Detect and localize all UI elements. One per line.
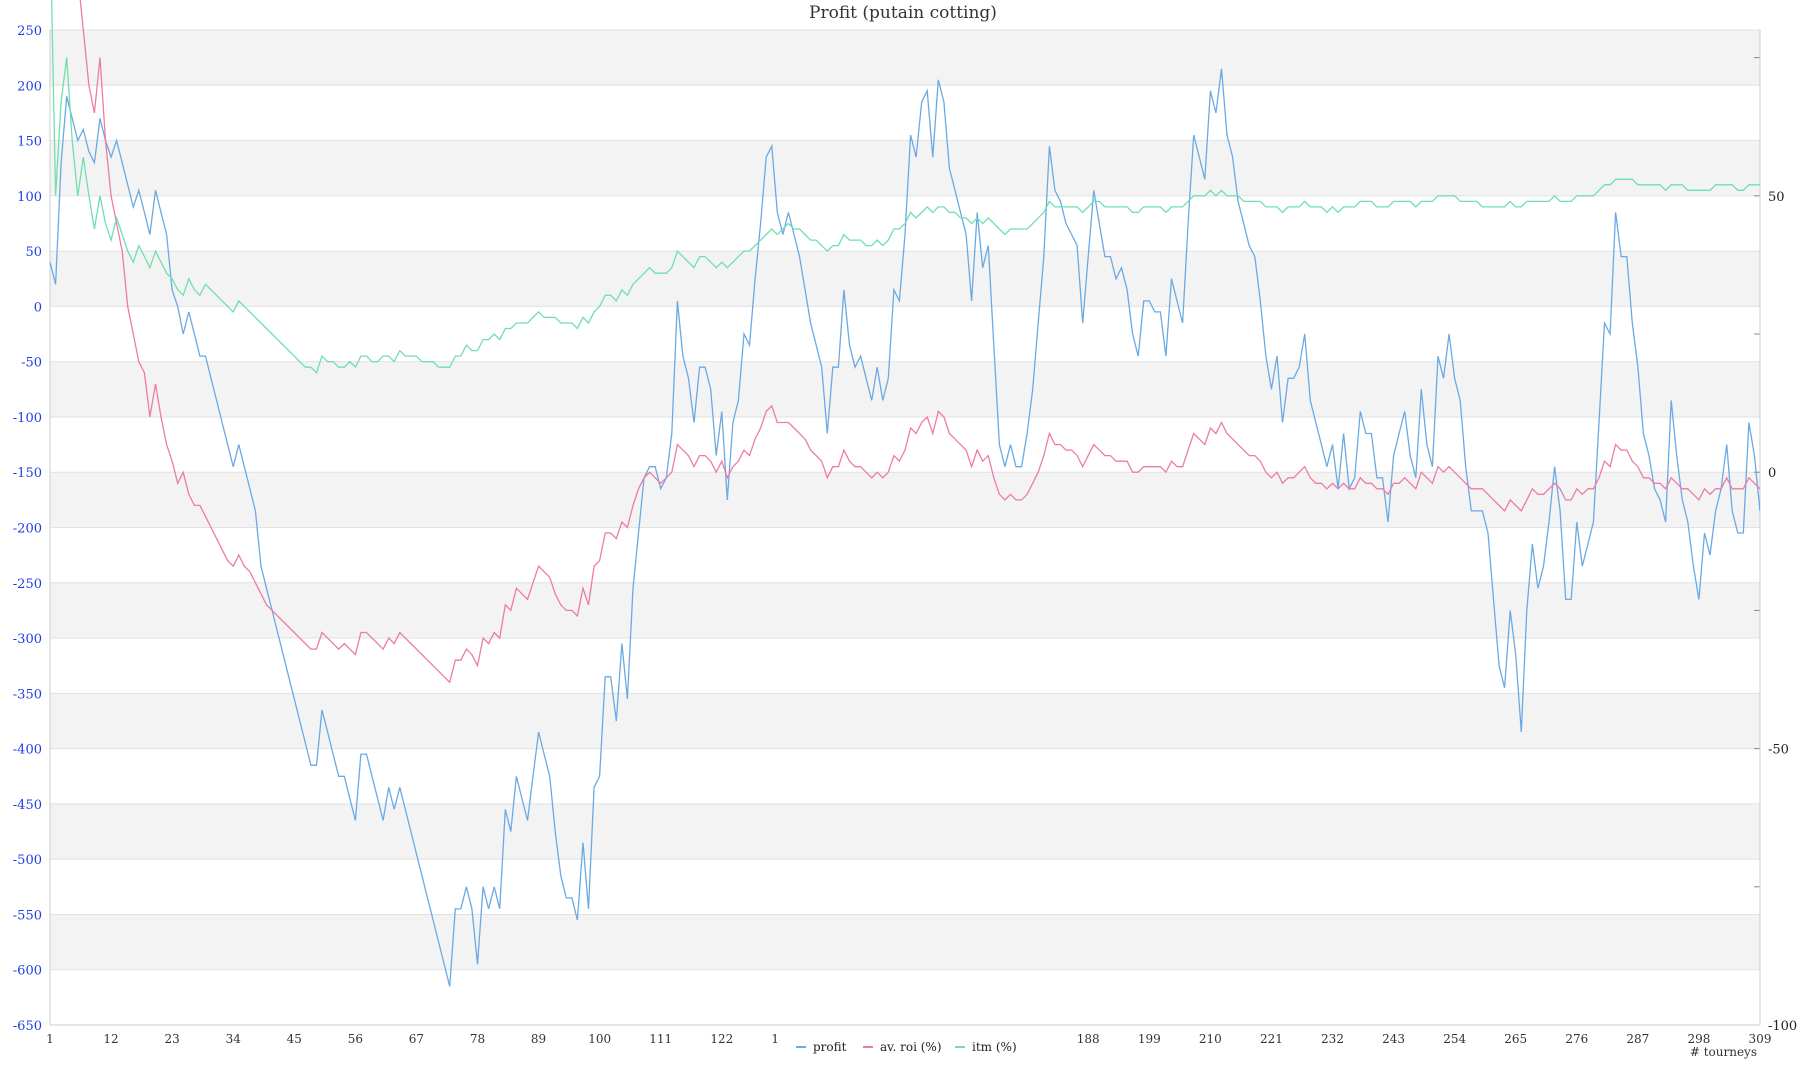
y-right-tick-label: 0 <box>1768 466 1776 481</box>
x-tick-label: 89 <box>531 1032 546 1046</box>
x-tick-label: 210 <box>1199 1032 1222 1046</box>
chart-title: Profit (putain cotting) <box>809 3 997 23</box>
y-left-tick-label: -550 <box>13 908 42 923</box>
x-tick-label: 56 <box>348 1032 363 1046</box>
y-left-tick-label: 100 <box>17 190 42 205</box>
series-line-av-roi <box>79 0 1760 684</box>
grid-band <box>50 251 1760 307</box>
y-left-tick-label: -50 <box>21 356 42 371</box>
x-tick-label: 276 <box>1565 1032 1588 1046</box>
x-tick-label: 34 <box>226 1032 242 1046</box>
x-tick-label: 243 <box>1382 1032 1405 1046</box>
x-tick-label: 254 <box>1443 1032 1466 1046</box>
grid-band <box>50 914 1760 970</box>
y-left-tick-label: 50 <box>25 245 42 260</box>
x-tick-label: 298 <box>1687 1032 1710 1046</box>
x-tick-label: 45 <box>287 1032 302 1046</box>
y-left-tick-label: 250 <box>17 24 42 39</box>
grid-band <box>50 472 1760 528</box>
y-left-tick-label: -500 <box>13 853 42 868</box>
legend: profit av. roi (%) itm (%) <box>780 1032 1055 1054</box>
y-left-tick-label: -450 <box>13 798 42 813</box>
legend-label: av. roi (%) <box>880 1040 942 1054</box>
x-tick-label: 12 <box>103 1032 118 1046</box>
y-left-tick-label: -250 <box>13 577 42 592</box>
x-tick-label: 111 <box>649 1032 672 1046</box>
y-left-tick-label: -400 <box>13 743 42 758</box>
x-tick-label: 188 <box>1077 1032 1100 1046</box>
y-right-tick-label: -50 <box>1768 743 1789 758</box>
x-tick-label: 78 <box>470 1032 485 1046</box>
grid-band <box>50 30 1760 86</box>
x-tick-label: 287 <box>1626 1032 1649 1046</box>
y-left-tick-label: 200 <box>17 79 42 94</box>
x-tick-label: 265 <box>1504 1032 1527 1046</box>
y-right-tick-label: 50 <box>1768 190 1785 205</box>
x-tick-label: 1 <box>46 1032 54 1046</box>
y-right-tick-label: -100 <box>1768 1019 1797 1034</box>
y-left-tick-label: -600 <box>13 964 42 979</box>
y-left-tick-label: -300 <box>13 632 42 647</box>
legend-label: itm (%) <box>972 1040 1017 1054</box>
x-tick-label: 67 <box>409 1032 424 1046</box>
x-tick-label: 23 <box>165 1032 180 1046</box>
x-tick-label: 221 <box>1260 1032 1283 1046</box>
series-line-itm <box>50 0 1760 374</box>
x-axis-title: # tourneys <box>1690 1045 1757 1059</box>
y-left-tick-label: -100 <box>13 411 42 426</box>
grid-band <box>50 361 1760 417</box>
series-line-profit <box>50 68 1760 987</box>
x-tick-label: 100 <box>588 1032 611 1046</box>
grid-band <box>50 803 1760 860</box>
y-left-tick-label: -150 <box>13 466 42 481</box>
x-tick-label: 232 <box>1321 1032 1344 1046</box>
y-left-tick-label: 150 <box>17 135 42 150</box>
y-left-tick-label: -650 <box>13 1019 42 1034</box>
legend-label: profit <box>813 1040 847 1054</box>
legend-background <box>780 1032 1055 1052</box>
grid-band <box>50 693 1760 749</box>
grid-band <box>50 140 1760 196</box>
y-left-tick-label: -200 <box>13 522 42 537</box>
y-left-tick-label: -350 <box>13 687 42 702</box>
x-tick-label: 309 <box>1749 1032 1772 1046</box>
grid-band <box>50 582 1760 639</box>
x-tick-label: 199 <box>1138 1032 1161 1046</box>
x-tick-label: 122 <box>710 1032 733 1046</box>
y-left-tick-label: 0 <box>34 300 42 315</box>
